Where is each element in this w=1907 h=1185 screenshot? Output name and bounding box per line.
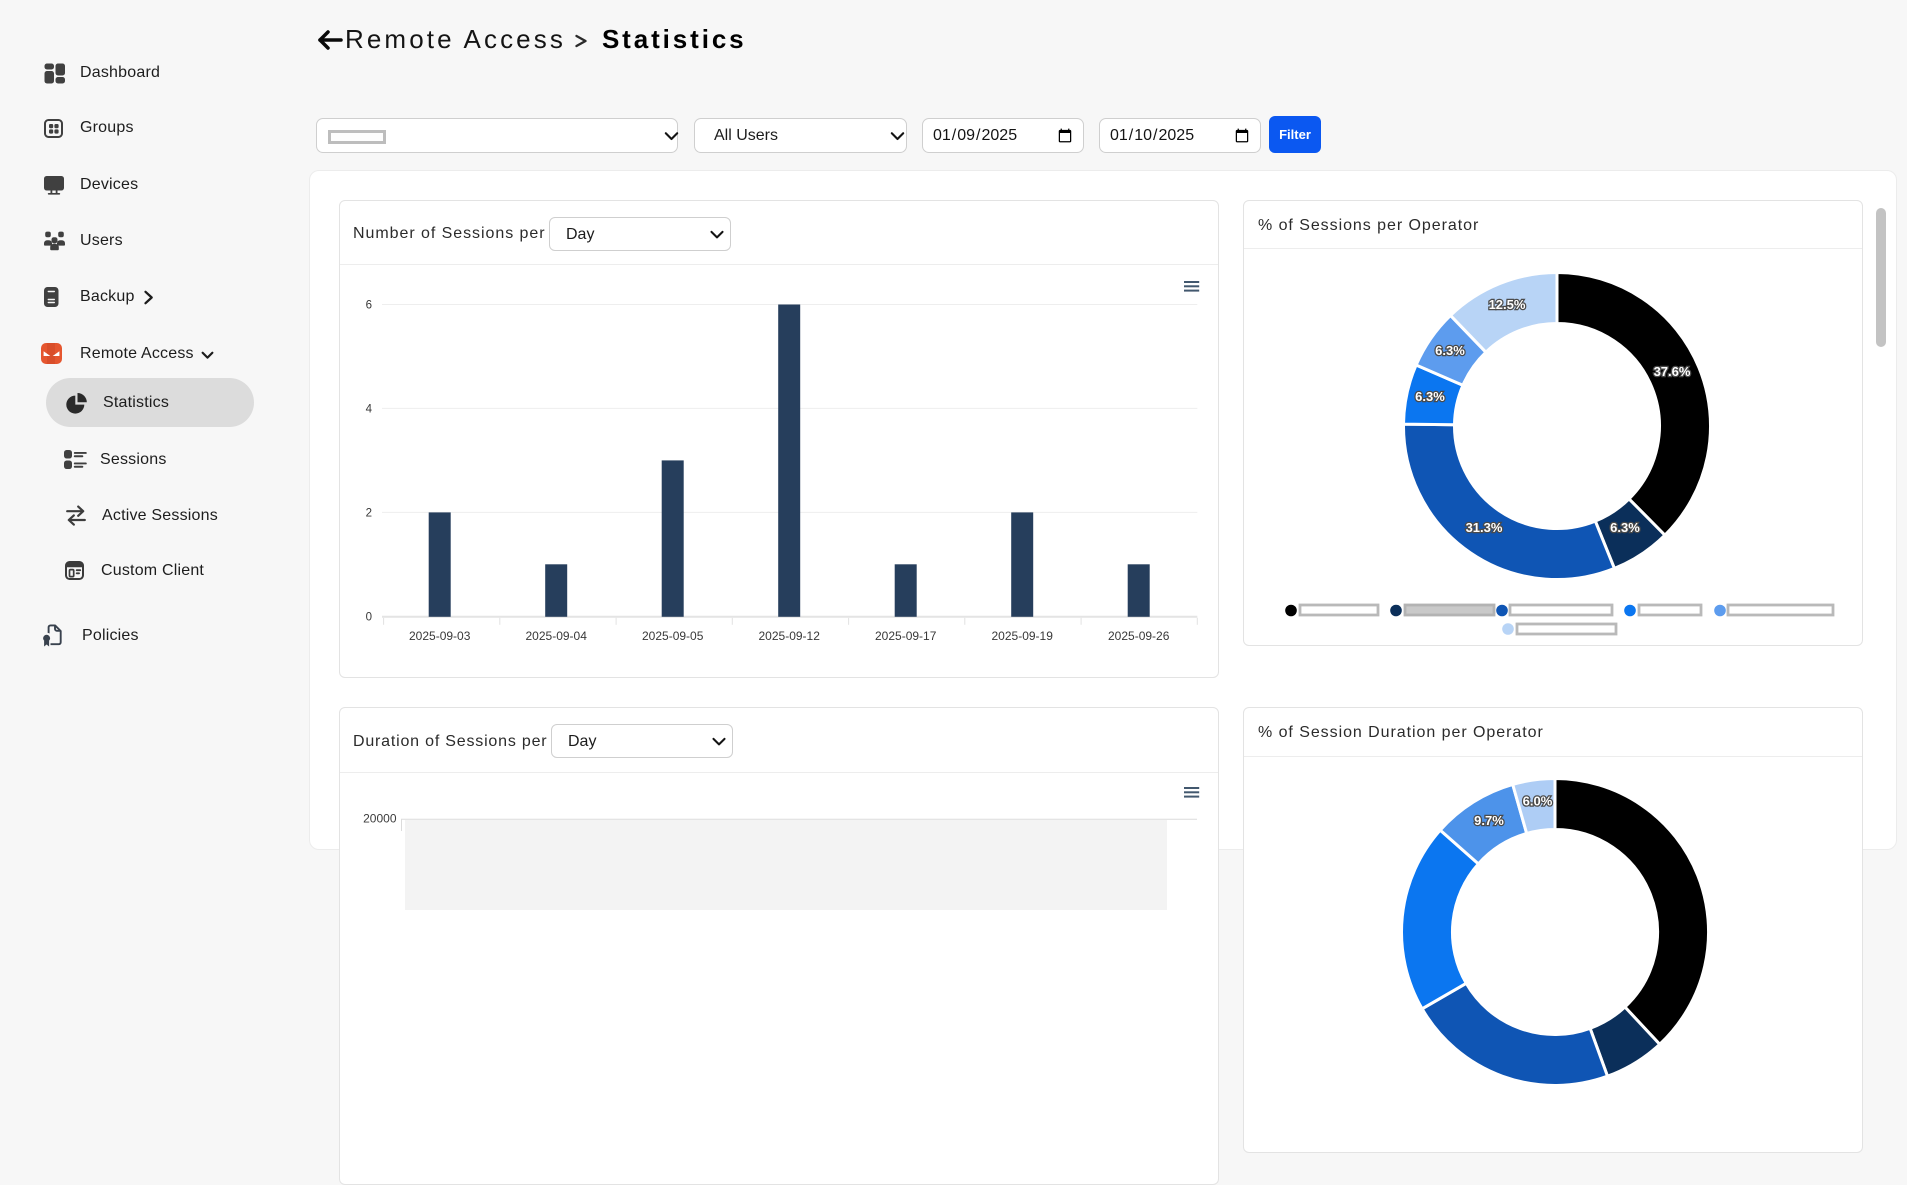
svg-text:2025-09-05: 2025-09-05 (642, 629, 704, 643)
svg-text:6.3%: 6.3% (1610, 520, 1640, 535)
svg-text:6.0%: 6.0% (1523, 794, 1553, 809)
svg-text:2: 2 (366, 507, 372, 519)
svg-text:0: 0 (366, 611, 372, 623)
svg-text:2025-09-03: 2025-09-03 (409, 629, 471, 643)
svg-text:2025-09-26: 2025-09-26 (1108, 629, 1170, 643)
svg-text:9.7%: 9.7% (1474, 813, 1504, 828)
svg-text:2025-09-17: 2025-09-17 (875, 629, 937, 643)
svg-text:6.3%: 6.3% (1435, 343, 1465, 358)
svg-text:2025-09-19: 2025-09-19 (992, 629, 1054, 643)
svg-text:4: 4 (366, 403, 373, 415)
svg-text:6: 6 (366, 300, 372, 312)
svg-text:12.5%: 12.5% (1489, 297, 1526, 312)
svg-text:2025-09-12: 2025-09-12 (759, 629, 821, 643)
svg-text:37.6%: 37.6% (1654, 364, 1691, 379)
svg-text:6.3%: 6.3% (1415, 389, 1445, 404)
svg-text:20000: 20000 (363, 811, 397, 825)
svg-text:31.3%: 31.3% (1466, 520, 1503, 535)
svg-text:2025-09-04: 2025-09-04 (526, 629, 588, 643)
